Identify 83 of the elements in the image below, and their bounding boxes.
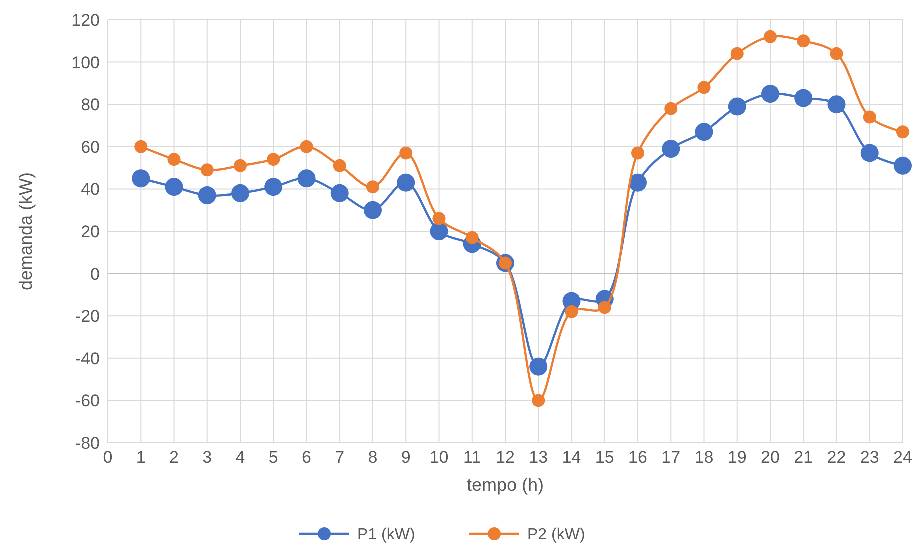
- point: [794, 89, 813, 108]
- point: [530, 358, 548, 376]
- x-tick-label: 21: [794, 448, 814, 467]
- point: [532, 394, 546, 408]
- point: [298, 170, 316, 188]
- x-tick-label: 3: [202, 448, 212, 467]
- y-tick-label: -80: [75, 434, 100, 453]
- point: [863, 110, 876, 124]
- point: [896, 126, 910, 139]
- x-tick-label: 18: [694, 448, 714, 467]
- y-tick-label: 80: [81, 96, 100, 115]
- x-tick-label: 13: [529, 448, 548, 467]
- x-tick-label: 10: [430, 448, 449, 467]
- point: [300, 140, 314, 154]
- x-tick-label: 11: [464, 448, 482, 467]
- x-tick-label: 15: [595, 448, 614, 467]
- x-tick-label: 12: [496, 448, 515, 467]
- y-tick-label: -60: [75, 392, 100, 411]
- y-tick-label: 20: [81, 222, 100, 242]
- point: [364, 201, 382, 220]
- point: [165, 178, 184, 196]
- point: [366, 180, 380, 194]
- x-tick-label: 5: [268, 448, 278, 467]
- legend-label: P2 (kW): [528, 526, 586, 544]
- point: [860, 144, 879, 162]
- x-tick-label: 2: [170, 448, 179, 467]
- point: [830, 47, 844, 60]
- x-tick-label: 9: [401, 448, 411, 467]
- point: [232, 184, 250, 202]
- point: [764, 30, 777, 44]
- point: [629, 174, 647, 192]
- point: [894, 156, 912, 175]
- x-axis-title: tempo (h): [466, 475, 544, 495]
- point: [828, 96, 846, 114]
- y-tick-label: -20: [75, 307, 100, 326]
- x-tick-label: 20: [761, 448, 780, 467]
- point: [565, 305, 578, 318]
- x-tick-label: 7: [335, 448, 345, 467]
- point: [466, 231, 479, 244]
- legend-label: P1 (kW): [358, 526, 416, 544]
- point: [698, 81, 711, 94]
- y-tick-label: 120: [72, 10, 100, 30]
- point: [264, 178, 283, 196]
- point: [234, 159, 247, 172]
- x-tick-label: 8: [368, 448, 378, 467]
- y-tick-label: 0: [90, 264, 100, 284]
- x-tick-label: 6: [302, 448, 312, 467]
- point: [400, 146, 413, 160]
- point: [730, 47, 744, 60]
- x-tick-label: 14: [562, 448, 582, 467]
- point: [200, 164, 214, 177]
- point: [168, 153, 181, 166]
- point: [762, 85, 780, 104]
- x-tick-label: 23: [860, 448, 880, 467]
- point: [432, 212, 446, 226]
- point: [134, 140, 148, 154]
- point: [728, 98, 746, 116]
- x-tick-label: 22: [827, 448, 846, 467]
- point: [797, 34, 810, 48]
- x-tick-label: 4: [236, 448, 246, 467]
- x-tick-label: 19: [728, 448, 747, 467]
- y-tick-label: 60: [81, 138, 100, 157]
- y-axis-title: demanda (kW): [16, 172, 36, 291]
- point: [198, 186, 216, 205]
- x-tick-label: 16: [628, 448, 648, 467]
- point: [662, 140, 680, 158]
- point: [430, 222, 448, 240]
- point: [333, 159, 346, 172]
- point: [267, 153, 280, 166]
- point: [632, 146, 644, 160]
- x-tick-label: 24: [894, 448, 912, 467]
- y-tick-label: 100: [72, 53, 100, 72]
- y-tick-label: 40: [81, 180, 100, 200]
- x-tick-label: 1: [136, 448, 146, 467]
- x-tick-label: 17: [662, 448, 681, 467]
- x-tick-label: 0: [103, 448, 113, 467]
- point: [664, 102, 678, 116]
- point: [132, 170, 150, 188]
- point: [695, 123, 714, 142]
- point: [598, 301, 612, 314]
- point: [397, 174, 416, 192]
- y-tick-label: -40: [75, 349, 100, 368]
- point: [330, 184, 349, 202]
